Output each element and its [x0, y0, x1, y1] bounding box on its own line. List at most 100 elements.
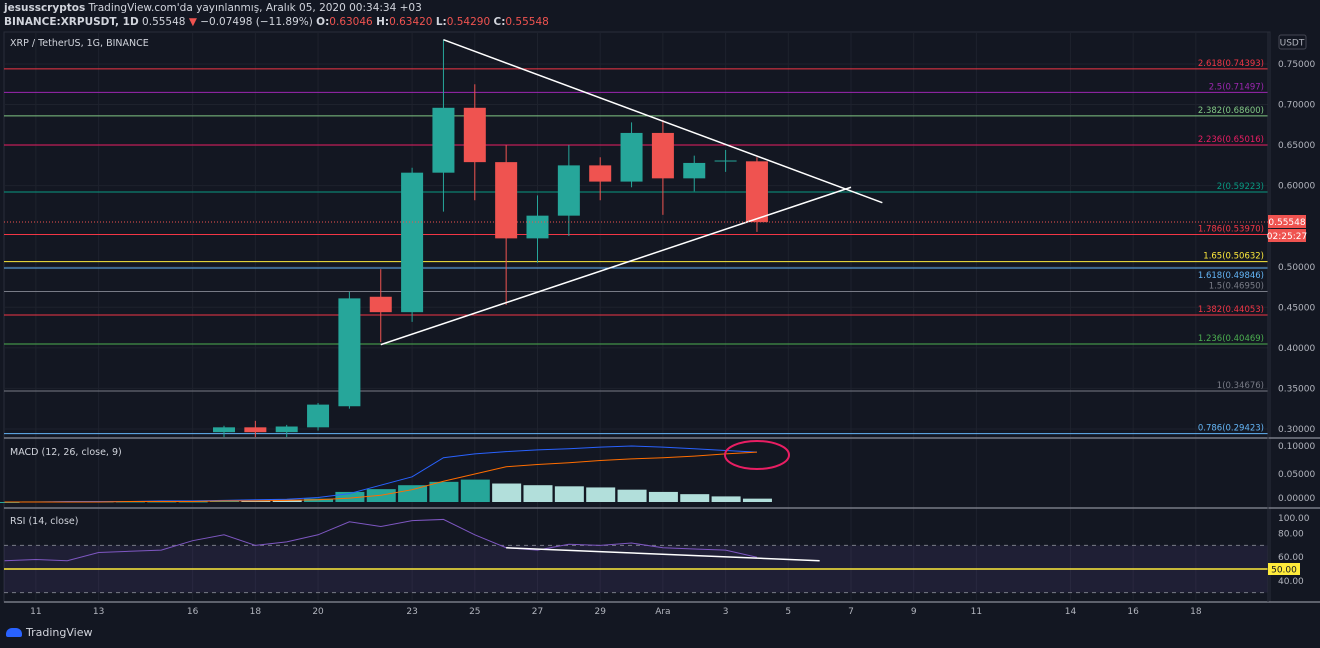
candle-body — [620, 132, 643, 182]
candle-body — [244, 427, 267, 433]
macd-histogram-bar — [210, 500, 239, 502]
time-tick-label: 13 — [93, 607, 104, 617]
price-tick-label: 0.50000 — [1278, 263, 1315, 273]
macd-tick-label: 0.10000 — [1278, 442, 1315, 452]
rsi-level-text: 50.00 — [1271, 566, 1297, 576]
trendline-upper — [443, 38, 883, 204]
open-label: O: — [316, 16, 330, 28]
price-change: −0.07498 (−11.89%) — [200, 16, 313, 28]
rsi-level-tag — [1268, 563, 1300, 575]
time-tick-label: 23 — [406, 607, 417, 617]
fib-level-label: 2.236(0.65016) — [1198, 135, 1264, 145]
candle-body — [401, 172, 424, 313]
macd-histogram-bar — [335, 491, 365, 502]
price-tick-label: 0.60000 — [1278, 182, 1315, 192]
fib-level-label: 2(0.59223) — [1217, 182, 1264, 192]
macd-histogram-bar — [398, 485, 428, 502]
rsi-tick-label: 80.00 — [1278, 530, 1304, 540]
cloud-logo-icon — [6, 628, 22, 637]
time-tick-label: 11 — [971, 607, 982, 617]
time-tick-label: 25 — [469, 607, 480, 617]
macd-histogram-bar — [586, 487, 616, 502]
fib-level-label: 1.382(0.44053) — [1198, 305, 1264, 315]
candle-body — [307, 404, 330, 428]
fib-level-label: 0.786(0.29423) — [1198, 424, 1264, 434]
candle-body — [495, 162, 518, 239]
candle-body — [557, 165, 580, 216]
price-tick-label: 0.35000 — [1278, 384, 1315, 394]
currency-button[interactable] — [1278, 34, 1307, 50]
close-label: C: — [493, 16, 506, 28]
candle-body — [683, 162, 706, 179]
chart-frame — [3, 31, 1271, 603]
candle-body — [651, 132, 674, 179]
time-tick-label: 3 — [723, 607, 729, 617]
author-name[interactable]: jesusscryptos — [4, 2, 86, 14]
macd-histogram-bar — [617, 489, 647, 502]
macd-histogram-bar — [523, 485, 553, 502]
price-tick-label: 0.40000 — [1278, 344, 1315, 354]
time-tick-label: 20 — [312, 607, 324, 617]
macd-pane — [0, 445, 772, 503]
macd-tick-label: 0.00000 — [1278, 494, 1315, 504]
fib-level-label: 1.236(0.40469) — [1198, 334, 1264, 344]
candle-body — [213, 427, 235, 433]
macd-histogram-bar — [648, 491, 678, 502]
symbol-label: BINANCE:XRPUSDT, 1D — [4, 16, 139, 28]
macd-histogram-bar — [429, 481, 459, 502]
macd-histogram-bar — [272, 499, 302, 502]
macd-histogram-bar — [178, 501, 208, 503]
macd-histogram-bar — [115, 501, 145, 503]
candle-body — [369, 296, 392, 313]
highlight-ellipse[interactable] — [724, 440, 790, 470]
rsi-trendline — [506, 547, 820, 562]
down-arrow-icon: ▼ — [188, 16, 197, 28]
fib-level-label: 2.5(0.71497) — [1209, 82, 1264, 92]
time-tick-label: 11 — [30, 607, 41, 617]
fib-extension[interactable]: 2.618(0.74393) 2.5(0.71497) 2.382(0.68600)… — [4, 59, 1268, 435]
time-axis[interactable]: 11 13 16 18 20 23 25 27 29 Ara 3 5 7 9 11 14 16 18 — [30, 607, 1202, 617]
rsi-tick-label: 60.00 — [1278, 553, 1304, 563]
price-tick-label: 0.45000 — [1278, 303, 1315, 313]
fib-level-label: 1(0.34676) — [1217, 381, 1264, 391]
trendline-lower — [380, 186, 852, 346]
last-price: 0.55548 — [142, 16, 186, 28]
trendlines[interactable] — [380, 38, 883, 346]
candle-body — [463, 107, 486, 163]
brand-name: TradingView — [26, 626, 93, 639]
time-tick-label: 18 — [1190, 607, 1202, 617]
macd-histogram-bar — [711, 496, 741, 502]
last-price-tag-text: 0.55548 — [1268, 218, 1305, 228]
grid — [4, 33, 1320, 603]
candle-body — [526, 215, 549, 239]
time-tick-label: 16 — [1127, 607, 1139, 617]
currency-label: USDT — [1280, 39, 1305, 49]
close-value: 0.55548 — [505, 16, 549, 28]
candle-body — [589, 165, 612, 182]
rsi-tick-label: 100.00 — [1278, 514, 1310, 524]
candle-body — [745, 161, 768, 223]
price-tick-label: 0.30000 — [1278, 425, 1315, 435]
macd-histogram-bar — [304, 498, 334, 502]
time-tick-label: 16 — [187, 607, 199, 617]
fib-level-label: 2.618(0.74393) — [1198, 59, 1264, 69]
time-tick-label: 9 — [911, 607, 917, 617]
last-price-tag — [1268, 215, 1306, 228]
price-axis[interactable]: 0.75000 0.70000 0.65000 0.60000 0.50000 0.450… — [1267, 32, 1315, 602]
macd-histogram-bar — [742, 498, 772, 502]
rsi-line — [4, 518, 758, 562]
time-tick-label: Ara — [655, 607, 670, 617]
symbol-info: BINANCE:XRPUSDT, 1D 0.55548 ▼ −0.07498 (… — [4, 16, 549, 28]
candle-body — [275, 426, 298, 433]
open-value: 0.63046 — [329, 16, 373, 28]
fib-level-label: 1.5(0.46950) — [1209, 281, 1264, 291]
fib-level-label: 1.786(0.53970) — [1198, 225, 1264, 235]
price-tick-label: 0.70000 — [1278, 101, 1315, 111]
rsi-tick-label: 40.00 — [1278, 577, 1304, 587]
pane-title: XRP / TetherUS, 1G, BINANCE — [10, 38, 149, 49]
time-tick-label: 29 — [594, 607, 606, 617]
fib-level-label: 2.382(0.68600) — [1198, 106, 1264, 116]
signal-line — [4, 451, 757, 503]
tradingview-logo[interactable]: TradingView — [6, 626, 92, 639]
